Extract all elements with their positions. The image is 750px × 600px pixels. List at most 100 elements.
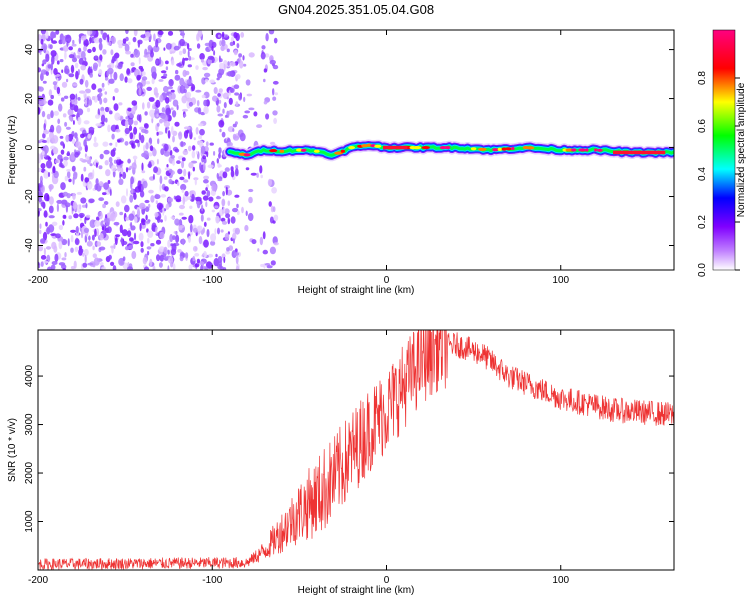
spectrogram-signal-track (223, 139, 674, 162)
noise-speckle (171, 59, 175, 66)
noise-speckle (64, 68, 70, 75)
noise-speckle (91, 83, 97, 90)
y-tick-label: -20 (24, 189, 35, 204)
noise-speckle (134, 186, 142, 193)
noise-speckle (273, 37, 278, 44)
noise-speckle (183, 130, 189, 139)
signal-hotspot (497, 147, 502, 151)
noise-speckle (181, 216, 187, 220)
noise-speckle (42, 59, 47, 65)
noise-speckle (124, 119, 129, 128)
noise-speckle (84, 177, 90, 183)
noise-speckle (40, 163, 46, 169)
noise-speckle (221, 253, 226, 259)
noise-speckle (112, 96, 116, 101)
noise-speckle (70, 234, 74, 243)
signal-hotspot (578, 148, 587, 152)
noise-speckle (239, 132, 246, 142)
noise-speckle (173, 45, 180, 51)
noise-speckle (172, 263, 176, 270)
noise-speckle (98, 37, 103, 44)
noise-speckle (206, 190, 211, 197)
noise-speckle (43, 170, 50, 179)
noise-speckle (46, 113, 51, 120)
noise-speckle (60, 182, 66, 191)
noise-speckle (248, 52, 255, 58)
noise-speckle (67, 108, 74, 116)
noise-speckle (171, 126, 174, 135)
noise-speckle (223, 102, 227, 109)
noise-speckle (38, 245, 44, 252)
x-tick-label: -200 (28, 575, 48, 586)
noise-speckle (221, 198, 226, 207)
noise-speckle (71, 43, 77, 47)
noise-speckle (63, 160, 68, 167)
spectrogram-panel: -200 -100 0 100 40 20 0 -20 -40 Height of strai… (7, 29, 675, 296)
noise-speckle (217, 178, 223, 182)
noise-speckle (205, 141, 209, 147)
noise-speckle (147, 230, 154, 238)
noise-speckle (204, 108, 208, 114)
noise-speckle (54, 159, 59, 164)
noise-speckle (191, 150, 196, 159)
noise-speckle (141, 128, 147, 133)
noise-speckle (145, 31, 151, 38)
noise-speckle (91, 96, 96, 101)
noise-speckle (218, 120, 225, 128)
noise-speckle (165, 107, 172, 116)
noise-speckle (113, 71, 118, 81)
noise-speckle (155, 38, 159, 48)
noise-speckle (104, 106, 110, 113)
noise-speckle (262, 249, 268, 255)
noise-speckle (246, 93, 253, 97)
signal-hotspot (597, 148, 603, 152)
noise-speckle (153, 87, 158, 96)
noise-speckle (167, 249, 170, 255)
x-tick-label: 0 (384, 275, 390, 286)
noise-speckle (174, 121, 180, 127)
noise-speckle (125, 216, 130, 221)
noise-speckle (188, 101, 193, 107)
noise-speckle (50, 63, 53, 71)
noise-speckle (40, 261, 44, 267)
noise-speckle (186, 97, 193, 102)
noise-speckle (149, 145, 154, 152)
noise-speckle (84, 79, 89, 88)
noise-speckle (124, 127, 130, 135)
y-tick-label: 1000 (24, 510, 35, 533)
noise-speckle (95, 123, 102, 127)
noise-speckle (196, 43, 201, 49)
noise-speckle (259, 165, 263, 174)
noise-speckle (272, 88, 275, 96)
noise-speckle (42, 80, 47, 84)
noise-speckle (176, 63, 183, 67)
noise-speckle (40, 255, 47, 260)
noise-speckle (51, 221, 58, 226)
noise-speckle (145, 214, 148, 221)
noise-speckle (203, 251, 207, 258)
noise-speckle (167, 239, 171, 248)
noise-speckle (220, 229, 224, 233)
noise-speckle (170, 89, 175, 93)
noise-speckle (203, 239, 209, 248)
noise-speckle (159, 56, 162, 65)
signal-hotspot (269, 149, 278, 153)
noise-speckle (209, 142, 214, 146)
noise-speckle (235, 101, 239, 106)
noise-speckle (46, 194, 50, 202)
noise-speckle (99, 246, 106, 251)
noise-speckle (47, 172, 51, 177)
noise-speckle (182, 108, 189, 112)
signal-hotspot (501, 147, 507, 151)
noise-speckle (260, 174, 264, 179)
noise-speckle (107, 64, 112, 68)
noise-speckle (134, 49, 140, 58)
noise-speckle (71, 138, 76, 144)
noise-speckle (93, 257, 100, 266)
noise-speckle (216, 105, 221, 113)
noise-speckle (206, 229, 210, 238)
noise-speckle (206, 217, 211, 221)
noise-speckle (163, 143, 169, 152)
noise-speckle (43, 130, 50, 135)
noise-speckle (40, 72, 44, 82)
